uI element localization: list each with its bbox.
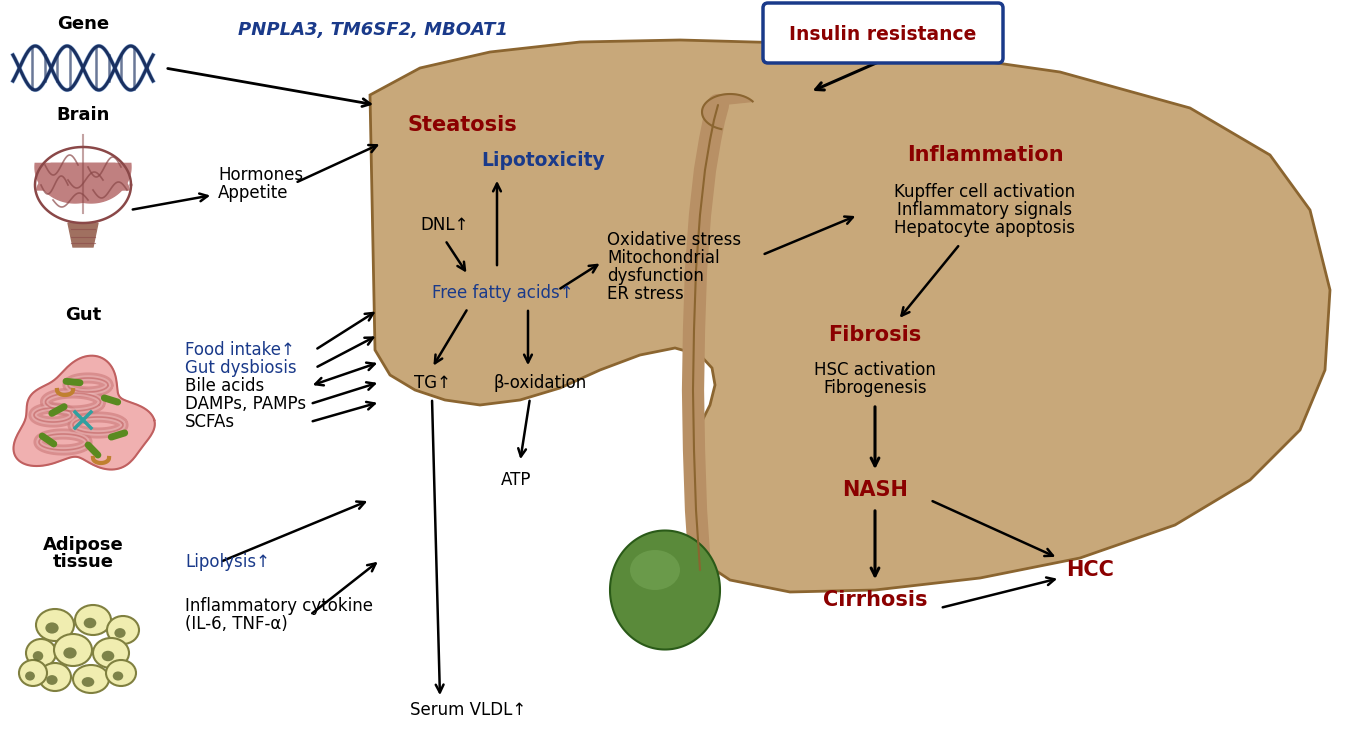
Ellipse shape: [82, 677, 94, 687]
Ellipse shape: [46, 622, 59, 634]
Text: Gut: Gut: [65, 306, 101, 324]
Text: Hepatocyte apoptosis: Hepatocyte apoptosis: [895, 219, 1076, 237]
Text: Steatosis: Steatosis: [407, 115, 516, 135]
Text: tissue: tissue: [53, 553, 113, 571]
Polygon shape: [51, 164, 131, 203]
Text: Lipotoxicity: Lipotoxicity: [481, 150, 605, 170]
Polygon shape: [67, 223, 98, 247]
Text: Free fatty acids↑: Free fatty acids↑: [433, 284, 574, 302]
Polygon shape: [369, 40, 1330, 592]
Text: dysfunction: dysfunction: [607, 267, 704, 285]
Text: Food intake↑: Food intake↑: [185, 341, 295, 359]
Ellipse shape: [106, 616, 139, 644]
Ellipse shape: [26, 671, 35, 680]
Text: Adipose: Adipose: [43, 536, 124, 554]
Ellipse shape: [630, 550, 679, 590]
Text: Appetite: Appetite: [218, 184, 288, 202]
Text: Gut dysbiosis: Gut dysbiosis: [185, 359, 297, 377]
Ellipse shape: [39, 663, 71, 691]
Ellipse shape: [36, 609, 74, 641]
Text: SCFAs: SCFAs: [185, 413, 235, 431]
Text: DNL↑: DNL↑: [421, 216, 469, 234]
Ellipse shape: [84, 618, 96, 628]
Ellipse shape: [54, 634, 92, 666]
Text: (IL-6, TNF-α): (IL-6, TNF-α): [185, 615, 287, 633]
Polygon shape: [611, 531, 720, 650]
Text: Hormones: Hormones: [218, 166, 303, 184]
Text: Oxidative stress: Oxidative stress: [607, 231, 741, 249]
Text: Serum VLDL↑: Serum VLDL↑: [410, 701, 526, 719]
Text: Bile acids: Bile acids: [185, 377, 264, 395]
Ellipse shape: [75, 605, 111, 635]
FancyBboxPatch shape: [763, 3, 1003, 63]
Polygon shape: [36, 168, 129, 190]
Text: PNPLA3, TM6SF2, MBOAT1: PNPLA3, TM6SF2, MBOAT1: [239, 21, 508, 39]
Ellipse shape: [19, 660, 47, 686]
Text: β-oxidation: β-oxidation: [493, 374, 586, 392]
Ellipse shape: [26, 639, 57, 667]
Ellipse shape: [46, 675, 58, 685]
Text: Inflammatory cytokine: Inflammatory cytokine: [185, 597, 373, 615]
Text: Lipolysis↑: Lipolysis↑: [185, 553, 270, 571]
Text: Mitochondrial: Mitochondrial: [607, 249, 720, 267]
Text: HSC activation: HSC activation: [814, 361, 936, 379]
Text: ER stress: ER stress: [607, 285, 683, 303]
Ellipse shape: [73, 665, 109, 693]
Ellipse shape: [106, 660, 136, 686]
Text: Cirrhosis: Cirrhosis: [822, 590, 927, 610]
Text: Brain: Brain: [57, 106, 109, 124]
Text: Fibrosis: Fibrosis: [829, 325, 922, 345]
Polygon shape: [35, 164, 115, 203]
Text: TG↑: TG↑: [414, 374, 450, 392]
Text: DAMPs, PAMPs: DAMPs, PAMPs: [185, 395, 306, 413]
Text: Kupffer cell activation: Kupffer cell activation: [895, 183, 1076, 201]
Text: ATP: ATP: [500, 471, 531, 489]
Text: HCC: HCC: [1066, 560, 1113, 580]
Text: NASH: NASH: [842, 480, 909, 500]
Text: Inflammatory signals: Inflammatory signals: [898, 201, 1073, 219]
Ellipse shape: [101, 651, 115, 661]
Ellipse shape: [113, 671, 123, 680]
Polygon shape: [13, 356, 155, 470]
Polygon shape: [702, 94, 752, 129]
Text: Inflammation: Inflammation: [907, 145, 1064, 165]
Text: Fibrogenesis: Fibrogenesis: [824, 379, 927, 397]
Ellipse shape: [32, 651, 43, 661]
Ellipse shape: [63, 648, 77, 659]
Text: Insulin resistance: Insulin resistance: [790, 25, 977, 44]
Ellipse shape: [115, 628, 125, 638]
Ellipse shape: [93, 638, 129, 668]
Text: Gene: Gene: [57, 15, 109, 33]
